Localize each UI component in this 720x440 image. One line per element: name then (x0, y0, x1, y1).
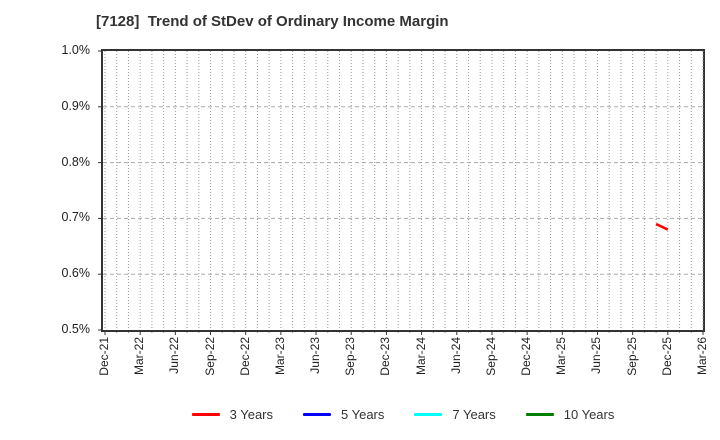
x-tick-label: Jun-25 (589, 337, 604, 374)
y-tick-label: 0.7% (61, 210, 91, 225)
legend-item-7-years: 7 Years (414, 406, 496, 422)
x-tick-label: Sep-23 (343, 337, 358, 376)
chart-title: [7128] Trend of StDev of Ordinary Income… (96, 13, 449, 30)
x-tick-label: Jun-23 (308, 337, 323, 374)
x-tick-label: Jun-22 (167, 337, 182, 374)
legend-swatch-7-years (414, 412, 443, 416)
y-tick-label: 1.0% (61, 43, 91, 57)
x-tick-label: Jun-24 (448, 337, 463, 374)
plot-area (98, 49, 705, 335)
x-tick-label: Dec-23 (378, 337, 393, 376)
x-tick-label: Sep-22 (202, 337, 217, 376)
x-tick-label: Dec-22 (237, 337, 252, 376)
x-tick-label: Mar-23 (272, 337, 287, 376)
x-tick-label: Sep-24 (483, 337, 498, 376)
legend-swatch-10-years (525, 412, 554, 416)
plot-canvas (98, 50, 704, 335)
x-tick-label: Dec-25 (659, 337, 674, 376)
y-axis-labels: 1.0% 0.9% 0.8% 0.7% 0.6% 0.5% (0, 43, 97, 336)
y-tick-label: 0.9% (61, 98, 91, 113)
legend-item-10-years: 10 Years (525, 406, 615, 422)
x-tick-label: Mar-22 (132, 337, 147, 376)
legend-item-3-years: 3 Years (191, 406, 273, 422)
x-tick-label: Sep-25 (624, 337, 639, 376)
legend-swatch-3-years (191, 412, 220, 416)
x-tick-label: Mar-25 (554, 337, 569, 376)
chart-legend: 3 Years 5 Years 7 Years 10 Years (103, 403, 703, 425)
legend-label-10-years: 10 Years (563, 406, 615, 422)
y-tick-label: 0.8% (61, 154, 91, 169)
series-line-3-years (655, 222, 669, 231)
legend-item-5-years: 5 Years (303, 407, 384, 422)
x-tick-label: Mar-24 (413, 337, 428, 376)
x-tick-label: Mar-26 (695, 337, 709, 376)
x-axis-labels: Dec-21 Mar-22 Jun-22 Sep-22 Dec-22 Mar-23 Jun-… (97, 330, 709, 396)
legend-swatch-5-years (303, 412, 331, 416)
legend-label-7-years: 7 Years (452, 406, 496, 422)
y-tick-label: 0.5% (61, 322, 91, 336)
x-tick-label: Dec-21 (97, 337, 111, 376)
legend-label-3-years: 3 Years (229, 406, 273, 422)
legend-label-5-years: 5 Years (341, 406, 385, 422)
y-tick-label: 0.6% (61, 266, 91, 281)
x-tick-label: Dec-24 (519, 337, 534, 376)
